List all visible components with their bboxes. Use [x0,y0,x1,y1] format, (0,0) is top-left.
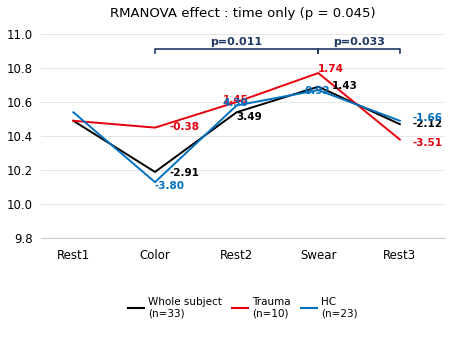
Text: -2.12: -2.12 [413,119,443,129]
Text: 1.43: 1.43 [332,81,358,91]
Text: p=0.033: p=0.033 [333,37,385,48]
Text: 0.92: 0.92 [304,87,330,97]
Legend: Whole subject
(n=33), Trauma
(n=10), HC
(n=23): Whole subject (n=33), Trauma (n=10), HC … [124,293,361,323]
Text: 1.74: 1.74 [318,64,344,74]
Text: 4.30: 4.30 [223,98,249,108]
Text: -1.66: -1.66 [413,113,443,123]
Text: -3.51: -3.51 [413,138,443,148]
Text: -3.80: -3.80 [155,181,185,191]
Text: -2.91: -2.91 [170,168,200,178]
Title: RMANOVA effect : time only (p = 0.045): RMANOVA effect : time only (p = 0.045) [110,7,375,20]
Text: 1.45: 1.45 [223,95,249,105]
Text: -0.38: -0.38 [170,122,200,132]
Text: p=0.011: p=0.011 [211,37,263,48]
Text: 3.49: 3.49 [237,111,262,121]
